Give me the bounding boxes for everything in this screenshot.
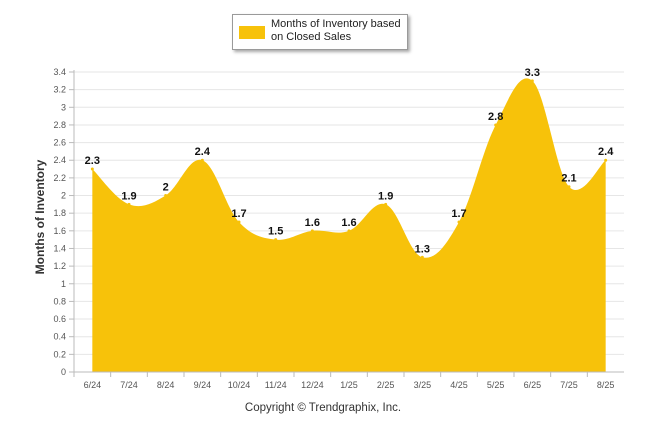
y-tick-label: 0.2 [53, 349, 66, 359]
data-point [127, 202, 131, 206]
y-tick-label: 1.4 [53, 243, 66, 253]
data-label: 1.3 [415, 243, 430, 255]
data-point [310, 229, 314, 233]
data-label: 2.1 [561, 173, 576, 185]
data-label: 2.3 [85, 155, 100, 167]
axes: 0 0.2 0.4 0.6 0.8 1 1.2 1.4 1.6 1.8 2 2.2 2.4 2.6 2.8 3… [53, 67, 624, 390]
y-tick-label: 3.4 [53, 67, 66, 77]
y-tick-label: 1 [61, 279, 66, 289]
y-tick-label: 3.2 [53, 85, 66, 95]
series-area [90, 78, 608, 373]
y-tick-label: 1.6 [53, 226, 66, 236]
x-tick-label: 8/25 [597, 380, 615, 390]
data-label: 2.4 [598, 146, 614, 158]
y-tick-label: 2.4 [53, 155, 66, 165]
x-tick-label: 3/25 [414, 380, 432, 390]
y-tick-label: 2.8 [53, 120, 66, 130]
data-labels: 2.3 1.9 2 2.4 1.7 1.5 1.6 1.6 1.9 1.3 1.7 2.8 3.3 2.1… [85, 67, 615, 255]
data-label: 3.3 [525, 67, 540, 79]
x-tick-label: 8/24 [157, 380, 175, 390]
data-point [347, 229, 351, 233]
data-point [530, 79, 534, 83]
copyright-text: Copyright © Trendgraphix, Inc. [244, 402, 402, 414]
data-point [164, 194, 168, 198]
y-tick-label: 0.6 [53, 314, 66, 324]
y-tick-label: 1.2 [53, 261, 66, 271]
data-label: 2.4 [195, 146, 211, 158]
x-tick-label: 1/25 [340, 380, 358, 390]
data-point [237, 220, 241, 224]
data-label: 1.9 [378, 190, 393, 202]
data-label: 2 [163, 182, 169, 194]
legend: Months of Inventory based on Closed Sale… [232, 14, 408, 50]
y-tick-label: 1.8 [53, 208, 66, 218]
data-point [420, 255, 424, 259]
data-point [567, 185, 571, 189]
x-tick-label: 12/24 [301, 380, 324, 390]
x-tick-label: 7/25 [560, 380, 578, 390]
y-tick-label: 0.8 [53, 296, 66, 306]
y-tick-label: 2.2 [53, 173, 66, 183]
data-label: 1.9 [121, 190, 136, 202]
y-tick-label: 3 [61, 102, 66, 112]
data-label: 1.5 [268, 226, 283, 238]
x-tick-label: 10/24 [228, 380, 251, 390]
x-tick-label: 7/24 [120, 380, 138, 390]
data-label: 1.6 [341, 217, 356, 229]
data-point [200, 158, 204, 162]
data-label: 1.7 [231, 208, 246, 220]
x-tick-label: 6/24 [84, 380, 102, 390]
data-point [604, 158, 608, 162]
data-point [494, 123, 498, 127]
x-tick-label: 11/24 [265, 380, 287, 390]
x-tick-label: 9/24 [194, 380, 212, 390]
y-tick-label: 2.6 [53, 138, 66, 148]
y-tick-label: 0 [61, 367, 66, 377]
x-tick-label: 2/25 [377, 380, 395, 390]
area-fill [92, 78, 606, 373]
data-point [384, 202, 388, 206]
data-point [274, 238, 278, 242]
data-point [457, 220, 461, 224]
y-axis-title: Months of Inventory [33, 159, 47, 275]
y-tick-label: 0.4 [53, 332, 66, 342]
x-tick-label: 4/25 [450, 380, 468, 390]
data-point [90, 167, 94, 171]
data-label: 1.6 [305, 217, 320, 229]
y-tick-label: 2 [61, 191, 66, 201]
data-label: 1.7 [451, 208, 466, 220]
legend-label: Months of Inventory based on Closed Sale… [271, 18, 401, 43]
x-tick-label: 5/25 [487, 380, 505, 390]
data-label: 2.8 [488, 111, 503, 123]
x-tick-label: 6/25 [524, 380, 542, 390]
legend-swatch [239, 26, 265, 39]
